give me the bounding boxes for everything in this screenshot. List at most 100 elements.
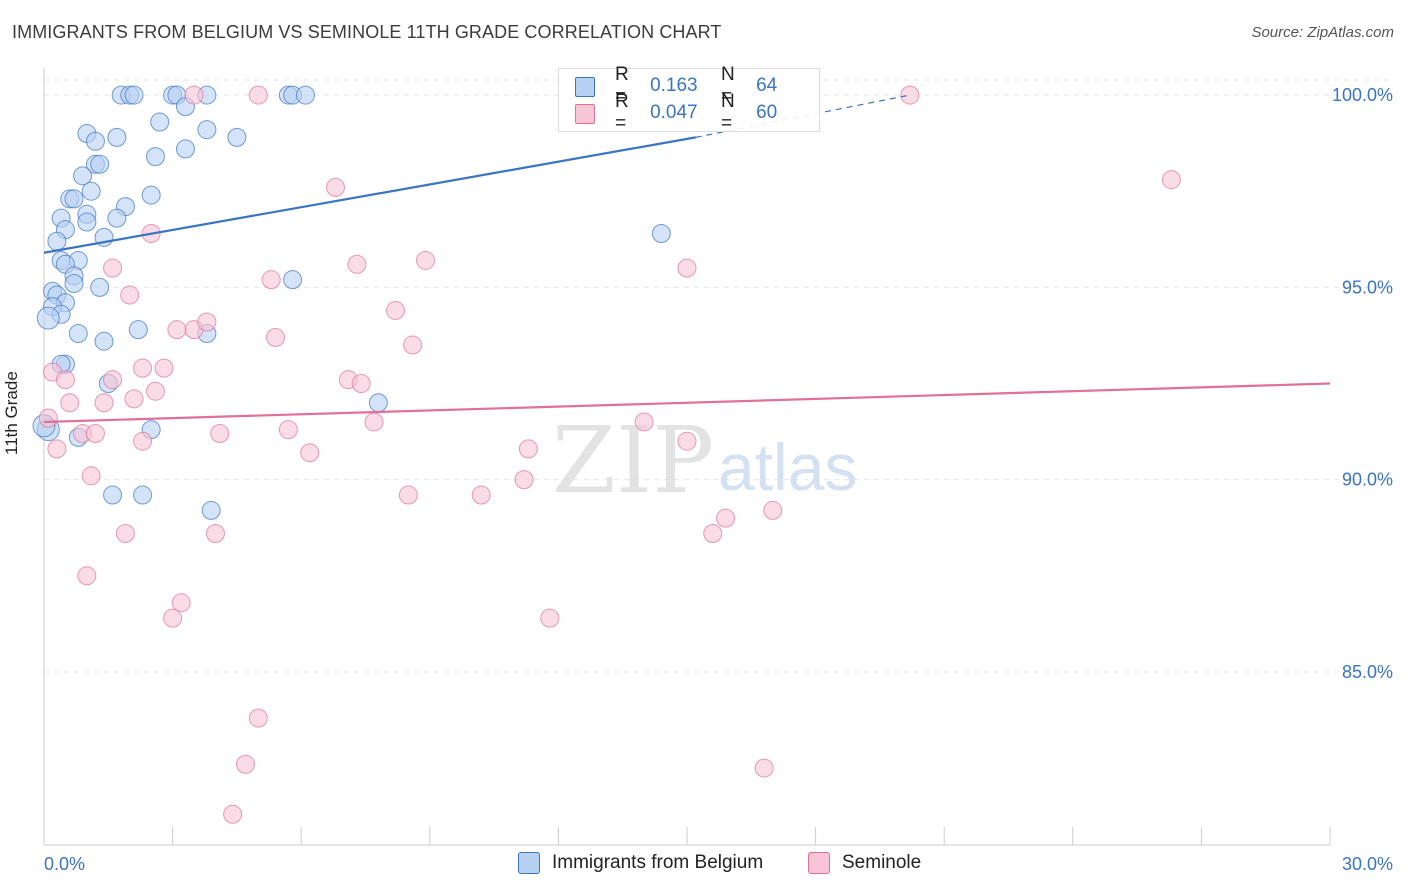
legend-r-value: 0.047 <box>650 102 698 123</box>
point-seminole <box>81 466 101 486</box>
x-tick-label: 30.0% <box>1342 854 1393 874</box>
point-seminole <box>77 566 97 586</box>
point-seminole <box>223 804 243 824</box>
y-tick-label: 100.0% <box>1332 85 1393 105</box>
legend-n-value: 64 <box>756 75 778 96</box>
point-belgium <box>107 208 127 228</box>
point-seminole <box>754 758 774 778</box>
point-seminole <box>133 358 153 378</box>
series-legend-label-seminole: Seminole <box>842 852 922 873</box>
point-belgium <box>90 277 110 297</box>
stats-legend-row-seminole: R = 0.047 N = 60 <box>575 91 819 134</box>
point-seminole <box>1161 170 1181 190</box>
chart-title: IMMIGRANTS FROM BELGIUM VS SEMINOLE 11TH… <box>12 22 722 42</box>
series-legend-item-seminole[interactable]: Seminole <box>808 852 921 874</box>
point-belgium <box>651 224 671 244</box>
point-seminole <box>205 523 225 543</box>
point-seminole <box>163 608 183 628</box>
series-legend-swatch-belgium <box>518 852 540 874</box>
point-seminole <box>403 335 423 355</box>
point-seminole <box>300 443 320 463</box>
point-belgium <box>77 212 97 232</box>
point-seminole <box>351 374 371 394</box>
point-seminole <box>235 754 255 774</box>
point-belgium <box>128 320 148 340</box>
point-seminole <box>145 381 165 401</box>
series-legend: Immigrants from Belgium Seminole <box>0 852 1406 878</box>
point-seminole <box>115 523 135 543</box>
point-belgium <box>73 166 93 186</box>
point-belgium <box>368 393 388 413</box>
legend-r-value: 0.163 <box>650 75 698 96</box>
point-belgium <box>201 500 221 520</box>
series-legend-label-belgium: Immigrants from Belgium <box>552 852 764 873</box>
point-seminole <box>94 393 114 413</box>
point-seminole <box>47 439 67 459</box>
point-seminole <box>197 312 217 332</box>
point-seminole <box>103 258 123 278</box>
point-seminole <box>325 177 345 197</box>
point-seminole <box>398 485 418 505</box>
point-seminole <box>55 370 75 390</box>
point-belgium <box>85 131 105 151</box>
point-seminole <box>540 608 560 628</box>
point-belgium <box>295 85 315 105</box>
point-belgium <box>36 306 60 330</box>
point-seminole <box>184 85 204 105</box>
point-belgium <box>103 485 123 505</box>
point-seminole <box>248 85 268 105</box>
point-seminole <box>265 327 285 347</box>
trendline-seminole <box>43 382 1331 424</box>
point-seminole <box>703 523 723 543</box>
point-seminole <box>347 254 367 274</box>
point-seminole <box>38 408 58 428</box>
point-seminole <box>60 393 80 413</box>
point-belgium <box>145 147 165 167</box>
point-seminole <box>514 470 534 490</box>
point-seminole <box>763 500 783 520</box>
legend-swatch-seminole <box>575 104 595 124</box>
point-seminole <box>716 508 736 528</box>
point-belgium <box>64 274 84 294</box>
point-seminole <box>677 258 697 278</box>
x-tick-label: 0.0% <box>44 854 85 874</box>
point-seminole <box>364 412 384 432</box>
point-seminole <box>416 250 436 270</box>
point-seminole <box>124 389 144 409</box>
point-seminole <box>386 300 406 320</box>
point-belgium <box>90 154 110 174</box>
point-seminole <box>677 431 697 451</box>
point-seminole <box>518 439 538 459</box>
stats-legend-row-belgium: R = 0.163 N = 64 <box>575 64 819 107</box>
series-legend-item-belgium[interactable]: Immigrants from Belgium <box>518 852 763 874</box>
point-seminole <box>248 708 268 728</box>
point-seminole <box>103 370 123 390</box>
point-belgium <box>94 331 114 351</box>
point-belgium <box>68 324 88 344</box>
watermark-atlas: atlas <box>718 430 857 504</box>
point-belgium <box>107 127 127 147</box>
legend-n-label: N = <box>721 91 735 134</box>
point-belgium <box>175 139 195 159</box>
watermark-zip: ZIP <box>552 407 714 514</box>
point-belgium <box>197 120 217 140</box>
point-seminole <box>171 593 191 613</box>
legend-n-value: 60 <box>756 102 778 123</box>
y-tick-label: 90.0% <box>1342 470 1393 490</box>
chart-source: Source: ZipAtlas.com <box>1251 24 1394 41</box>
point-belgium <box>64 189 84 209</box>
legend-n-label: N = <box>721 64 735 107</box>
trendline-belgium <box>43 136 696 254</box>
point-belgium <box>133 485 153 505</box>
legend-swatch-belgium <box>575 77 595 97</box>
y-axis-title: 11th Grade <box>2 371 21 455</box>
point-seminole <box>471 485 491 505</box>
point-seminole <box>167 320 187 340</box>
point-seminole <box>154 358 174 378</box>
legend-r-label: R = <box>615 91 629 134</box>
point-belgium <box>283 270 303 290</box>
point-belgium <box>150 112 170 132</box>
point-belgium <box>227 127 247 147</box>
stats-legend: R = 0.163 N = 64 R = 0.047 N = 60 <box>558 64 820 134</box>
